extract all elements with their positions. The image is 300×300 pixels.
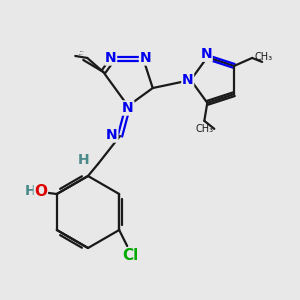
Text: N: N xyxy=(140,51,151,65)
Text: Cl: Cl xyxy=(122,248,138,263)
Text: O: O xyxy=(34,184,47,199)
Text: CH₃: CH₃ xyxy=(195,124,213,134)
Text: N: N xyxy=(105,51,116,65)
Text: H: H xyxy=(78,153,90,167)
Text: N: N xyxy=(122,101,134,115)
Text: H: H xyxy=(25,184,37,198)
Text: CH₃: CH₃ xyxy=(254,52,272,62)
Text: N: N xyxy=(106,128,118,142)
Text: N: N xyxy=(200,47,212,61)
Text: N: N xyxy=(182,73,194,87)
Text: methyl: methyl xyxy=(79,54,84,55)
Text: methyl: methyl xyxy=(80,51,85,52)
